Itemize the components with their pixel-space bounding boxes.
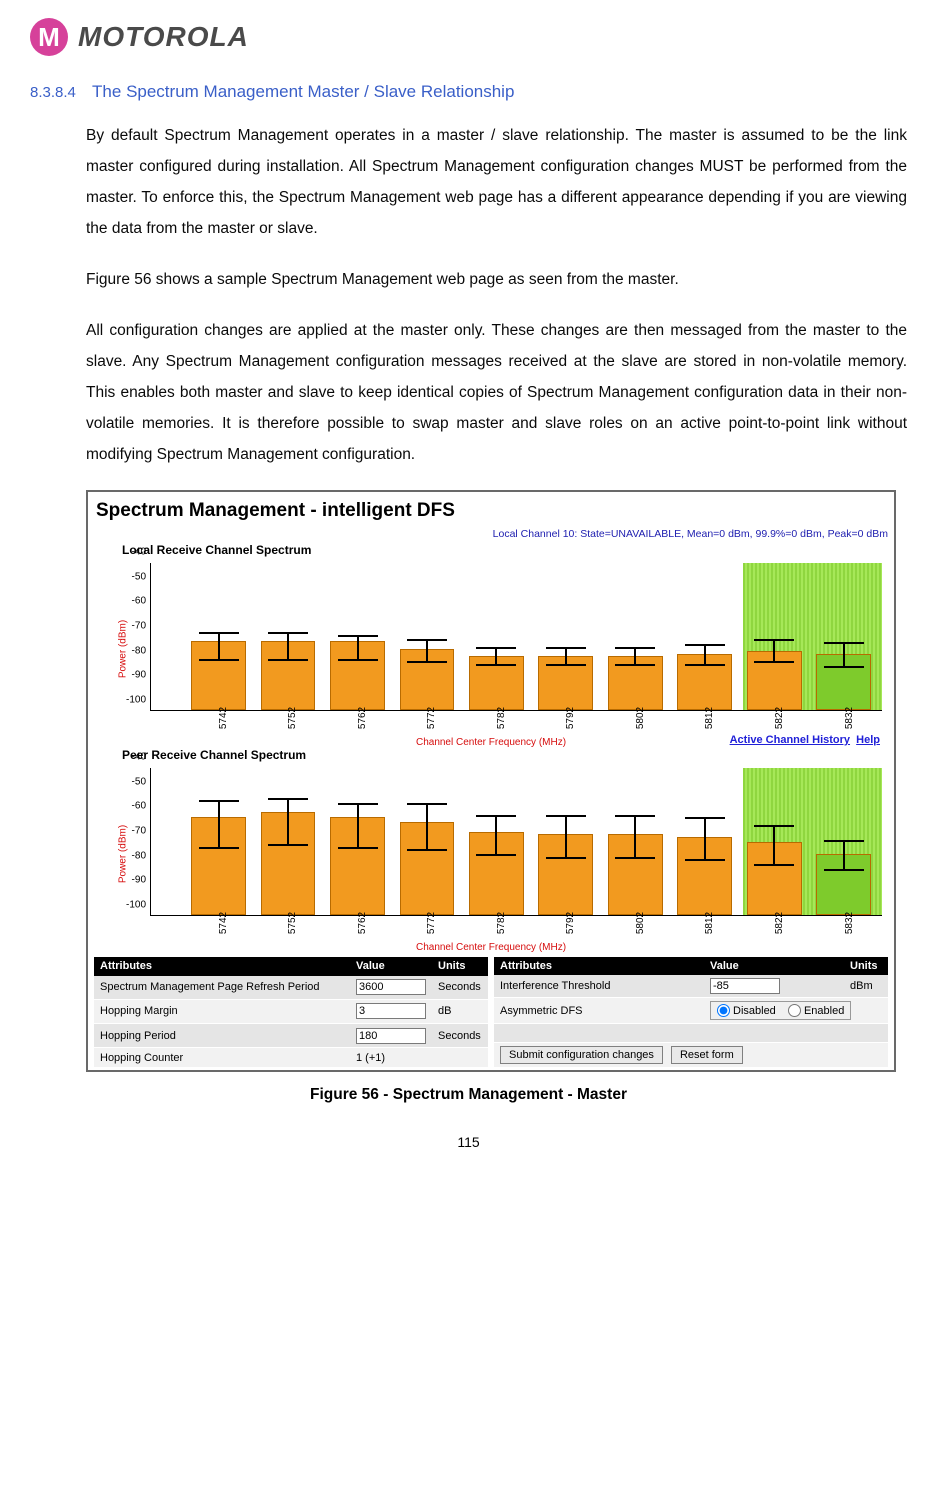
chart1: Power (dBm) -40-50-60-70-80-90-100 57425… xyxy=(98,559,886,739)
status-text: Local Channel 10: State=UNAVAILABLE, Mea… xyxy=(94,528,888,540)
x-tick: 5812 xyxy=(704,707,715,729)
x-tick: 5772 xyxy=(426,912,437,934)
table-row: Asymmetric DFSDisabled Enabled xyxy=(494,998,888,1024)
y-tick: -50 xyxy=(132,776,146,787)
y-tick: -60 xyxy=(132,801,146,812)
attr-input[interactable] xyxy=(356,979,426,995)
chart2: Power (dBm) -40-50-60-70-80-90-100 57425… xyxy=(98,764,886,944)
radio-enabled[interactable] xyxy=(788,1004,801,1017)
attr-input[interactable] xyxy=(356,1003,426,1019)
y-ticks-1: -40-50-60-70-80-90-100 xyxy=(120,563,148,711)
th-units-r: Units xyxy=(844,957,888,975)
x-tick: 5742 xyxy=(218,707,229,729)
logo-icon: M xyxy=(30,18,68,56)
table-row: Spectrum Management Page Refresh PeriodS… xyxy=(94,976,488,1000)
plot-area-1 xyxy=(150,563,882,711)
table-row: Interference ThresholddBm xyxy=(494,975,888,998)
y-tick: -100 xyxy=(126,900,146,911)
figure-panel: Spectrum Management - intelligent DFS Lo… xyxy=(86,490,896,1072)
panel-title: Spectrum Management - intelligent DFS xyxy=(96,500,888,522)
y-tick: -90 xyxy=(132,670,146,681)
y-tick: -60 xyxy=(132,596,146,607)
y-tick: -90 xyxy=(132,875,146,886)
section-heading: 8.3.8.4 The Spectrum Management Master /… xyxy=(30,82,907,102)
attr-table-right: Attributes Value Units Interference Thre… xyxy=(494,957,888,1068)
attr-input[interactable] xyxy=(356,1028,426,1044)
y-tick: -80 xyxy=(132,850,146,861)
x-ticks-1: 5742575257625772578257925802581258225832 xyxy=(150,713,882,739)
radio-disabled[interactable] xyxy=(717,1004,730,1017)
x-tick: 5822 xyxy=(774,707,785,729)
x-tick: 5762 xyxy=(357,912,368,934)
th-attr-r: Attributes xyxy=(494,957,704,975)
table-row: Hopping MargindB xyxy=(94,999,488,1023)
plot-area-2 xyxy=(150,768,882,916)
brand-name: MOTOROLA xyxy=(78,21,249,53)
reset-button[interactable]: Reset form xyxy=(671,1046,743,1064)
th-attr: Attributes xyxy=(94,957,350,976)
paragraph-2: Figure 56 shows a sample Spectrum Manage… xyxy=(86,264,907,295)
attr-input[interactable] xyxy=(710,978,780,994)
chart1-title: Local Receive Channel Spectrum xyxy=(122,543,888,557)
attr-table-left: Attributes Value Units Spectrum Manageme… xyxy=(94,957,488,1068)
y-tick: -40 xyxy=(132,752,146,763)
x-tick: 5832 xyxy=(844,707,855,729)
th-val: Value xyxy=(350,957,432,976)
x-tick: 5822 xyxy=(774,912,785,934)
chart2-title: Peer Receive Channel Spectrum xyxy=(122,748,888,762)
table-row: Hopping Counter1 (+1) xyxy=(94,1048,488,1068)
y-tick: -40 xyxy=(132,547,146,558)
x-tick: 5752 xyxy=(287,912,298,934)
section-title: The Spectrum Management Master / Slave R… xyxy=(92,82,514,101)
table-row: Hopping PeriodSeconds xyxy=(94,1023,488,1047)
x-tick: 5792 xyxy=(565,912,576,934)
x-tick: 5752 xyxy=(287,707,298,729)
y-tick: -70 xyxy=(132,826,146,837)
paragraph-3: All configuration changes are applied at… xyxy=(86,315,907,470)
section-number: 8.3.8.4 xyxy=(30,84,76,101)
attribute-tables: Attributes Value Units Spectrum Manageme… xyxy=(94,957,888,1068)
y-tick: -50 xyxy=(132,571,146,582)
page-number: 115 xyxy=(30,1134,907,1150)
x-tick: 5812 xyxy=(704,912,715,934)
x-tick: 5772 xyxy=(426,707,437,729)
th-units: Units xyxy=(432,957,488,976)
x-tick: 5832 xyxy=(844,912,855,934)
x-tick: 5782 xyxy=(496,707,507,729)
brand-header: M MOTOROLA xyxy=(30,18,907,56)
paragraph-1: By default Spectrum Management operates … xyxy=(86,120,907,244)
y-tick: -80 xyxy=(132,645,146,656)
x-ticks-2: 5742575257625772578257925802581258225832 xyxy=(150,918,882,944)
x-tick: 5792 xyxy=(565,707,576,729)
y-tick: -100 xyxy=(126,695,146,706)
x-tick: 5742 xyxy=(218,912,229,934)
x-tick: 5762 xyxy=(357,707,368,729)
x-tick: 5802 xyxy=(635,707,646,729)
x-tick: 5802 xyxy=(635,912,646,934)
y-tick: -70 xyxy=(132,621,146,632)
submit-button[interactable]: Submit configuration changes xyxy=(500,1046,663,1064)
x-tick: 5782 xyxy=(496,912,507,934)
y-ticks-2: -40-50-60-70-80-90-100 xyxy=(120,768,148,916)
figure-caption: Figure 56 - Spectrum Management - Master xyxy=(30,1086,907,1104)
th-val-r: Value xyxy=(704,957,844,975)
